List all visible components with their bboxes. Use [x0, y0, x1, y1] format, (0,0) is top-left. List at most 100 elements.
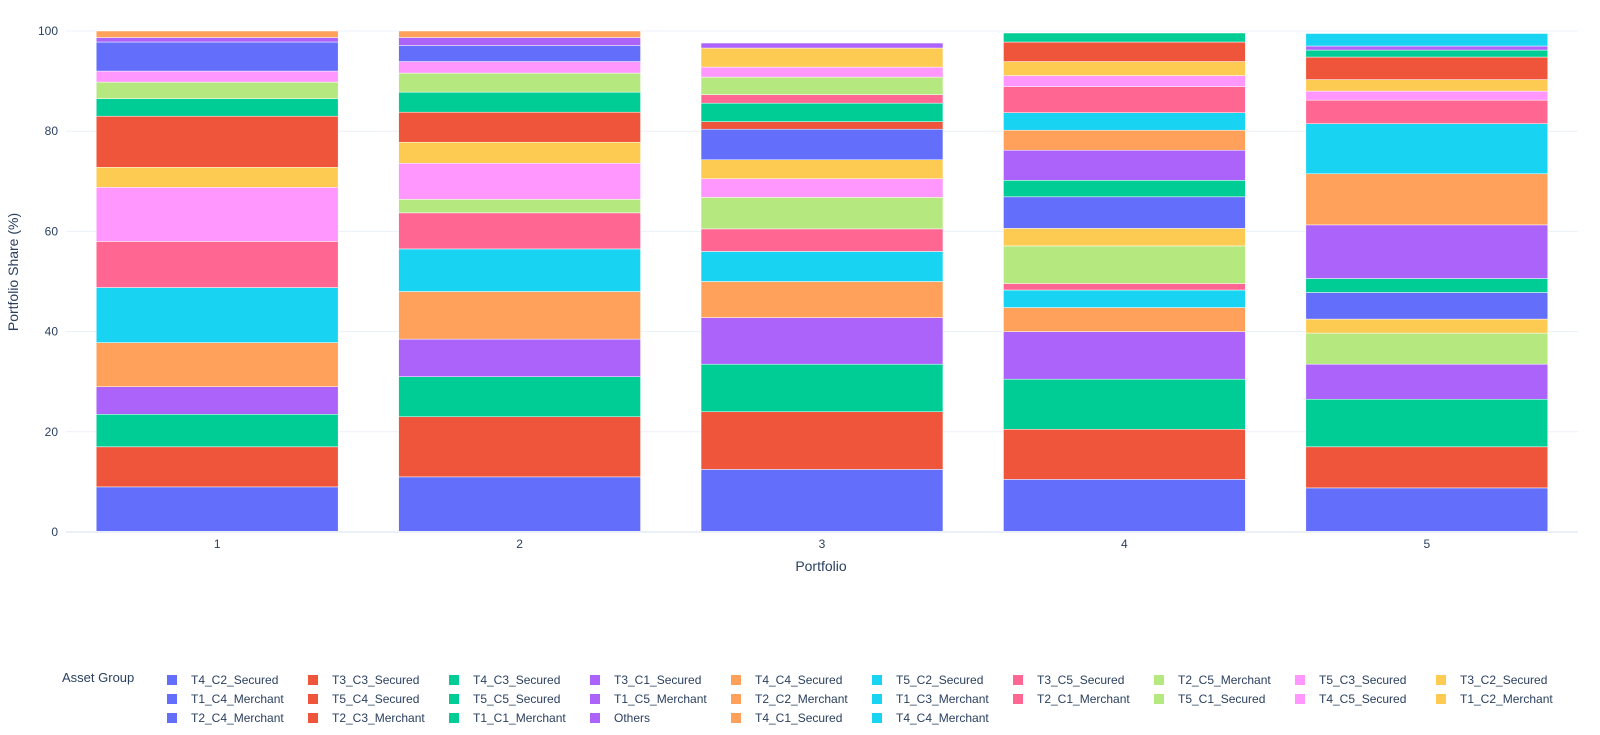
legend-item[interactable]: T5_C1_Secured	[1154, 692, 1265, 706]
legend-swatch	[1295, 675, 1305, 685]
bar-segment	[95, 446, 339, 488]
bar-segment	[1003, 129, 1246, 151]
bar-segment	[1003, 245, 1246, 284]
legend-swatch	[1436, 694, 1446, 704]
bar-segment	[700, 121, 944, 130]
legend-item[interactable]: T3_C5_Secured	[1013, 673, 1124, 687]
bar-segment	[700, 363, 944, 413]
legend-item[interactable]: T2_C4_Merchant	[167, 711, 284, 725]
bar-segment	[1003, 196, 1246, 229]
legend-title: Asset Group	[62, 670, 134, 685]
legend-label: T2_C3_Merchant	[332, 711, 425, 725]
bar-segment	[700, 281, 944, 318]
legend-label: Others	[614, 711, 650, 725]
bar-segment	[700, 228, 944, 252]
bar-segment	[1305, 363, 1549, 400]
bar-segment	[1305, 79, 1549, 92]
bar-segment	[1003, 75, 1246, 87]
legend-item[interactable]: T4_C4_Merchant	[872, 711, 989, 725]
bar-segment	[1305, 278, 1549, 293]
legend-item[interactable]: T3_C2_Secured	[1436, 673, 1547, 687]
bar-segment	[398, 248, 641, 292]
bar-segment	[398, 376, 641, 418]
x-tick-label: 4	[1121, 537, 1128, 551]
bar-segment	[95, 287, 339, 343]
legend-swatch	[1295, 694, 1305, 704]
bar-segment	[700, 159, 944, 180]
legend-label: T2_C1_Merchant	[1037, 692, 1130, 706]
legend-item[interactable]: T5_C5_Secured	[449, 692, 560, 706]
legend-item[interactable]: T4_C5_Secured	[1295, 692, 1406, 706]
legend-label: T5_C3_Secured	[1319, 673, 1406, 687]
legend-item[interactable]: T3_C3_Secured	[308, 673, 419, 687]
legend-item[interactable]: T1_C3_Merchant	[872, 692, 989, 706]
legend-swatch	[590, 675, 600, 685]
legend-item[interactable]: T4_C4_Secured	[731, 673, 842, 687]
legend-swatch	[1436, 675, 1446, 685]
legend-item[interactable]: T1_C1_Merchant	[449, 711, 566, 725]
legend-swatch	[590, 694, 600, 704]
bar-segment	[95, 115, 339, 168]
legend-label: T4_C4_Secured	[755, 673, 842, 687]
legend-item[interactable]: T2_C5_Merchant	[1154, 673, 1271, 687]
bar-segment	[1305, 33, 1549, 47]
bar-segment	[1003, 149, 1246, 181]
legend-item[interactable]: T1_C4_Merchant	[167, 692, 284, 706]
bar-segment	[1003, 32, 1246, 43]
bar-segment	[95, 187, 339, 242]
y-tick-label: 80	[45, 124, 59, 138]
bar-segment	[1003, 479, 1246, 533]
legend-item[interactable]: T4_C2_Secured	[167, 673, 278, 687]
legend-label: T4_C2_Secured	[191, 673, 278, 687]
legend-item[interactable]: T2_C1_Merchant	[1013, 692, 1130, 706]
x-tick-label: 3	[819, 537, 826, 551]
legend-label: T3_C5_Secured	[1037, 673, 1124, 687]
bar-segment	[700, 128, 944, 161]
bar-segment	[95, 30, 339, 38]
legend-swatch	[731, 713, 741, 723]
legend-label: T1_C3_Merchant	[896, 692, 989, 706]
legend-item[interactable]: T5_C2_Secured	[872, 673, 983, 687]
bar-segment	[700, 66, 944, 78]
bar-segment	[700, 94, 944, 104]
bar-segment	[1003, 180, 1246, 198]
legend-item[interactable]: T2_C2_Merchant	[731, 692, 848, 706]
legend-item[interactable]: T5_C4_Secured	[308, 692, 419, 706]
legend-label: T4_C3_Secured	[473, 673, 560, 687]
legend-label: T3_C2_Secured	[1460, 673, 1547, 687]
legend-label: T5_C4_Secured	[332, 692, 419, 706]
bar-segment	[1305, 56, 1549, 80]
bar-segment	[1003, 331, 1246, 380]
legend-label: T4_C1_Secured	[755, 711, 842, 725]
legend-label: T2_C5_Merchant	[1178, 673, 1271, 687]
legend-item[interactable]: T4_C1_Secured	[731, 711, 842, 725]
legend-item[interactable]: Others	[590, 711, 650, 725]
bar-segment	[398, 199, 641, 214]
legend-label: T3_C1_Secured	[614, 673, 701, 687]
bar-segment	[1305, 224, 1549, 279]
legend: T4_C2_Secured T3_C3_Secured T4_C3_Secured T…	[167, 673, 1553, 725]
legend-swatch	[731, 675, 741, 685]
legend-item[interactable]: T4_C3_Secured	[449, 673, 560, 687]
x-axis-title: Portfolio	[795, 558, 847, 574]
bar-segment	[1003, 429, 1246, 480]
bar-segment	[700, 102, 944, 122]
legend-swatch	[872, 713, 882, 723]
bar-segment	[398, 416, 641, 478]
legend-swatch	[308, 675, 318, 685]
bar-segment	[95, 37, 339, 43]
x-tick-label: 1	[214, 537, 221, 551]
legend-item[interactable]: T3_C1_Secured	[590, 673, 701, 687]
bar-segment	[95, 167, 339, 188]
bar-segment	[1305, 332, 1549, 365]
y-tick-label: 20	[45, 425, 59, 439]
legend-item[interactable]: T2_C3_Merchant	[308, 711, 425, 725]
bar-segment	[1003, 86, 1246, 113]
legend-item[interactable]: T5_C3_Secured	[1295, 673, 1406, 687]
legend-swatch	[449, 713, 459, 723]
legend-item[interactable]: T1_C2_Merchant	[1436, 692, 1553, 706]
legend-label: T1_C4_Merchant	[191, 692, 284, 706]
legend-swatch	[872, 675, 882, 685]
legend-item[interactable]: T1_C5_Merchant	[590, 692, 707, 706]
bar-segment	[95, 81, 339, 99]
